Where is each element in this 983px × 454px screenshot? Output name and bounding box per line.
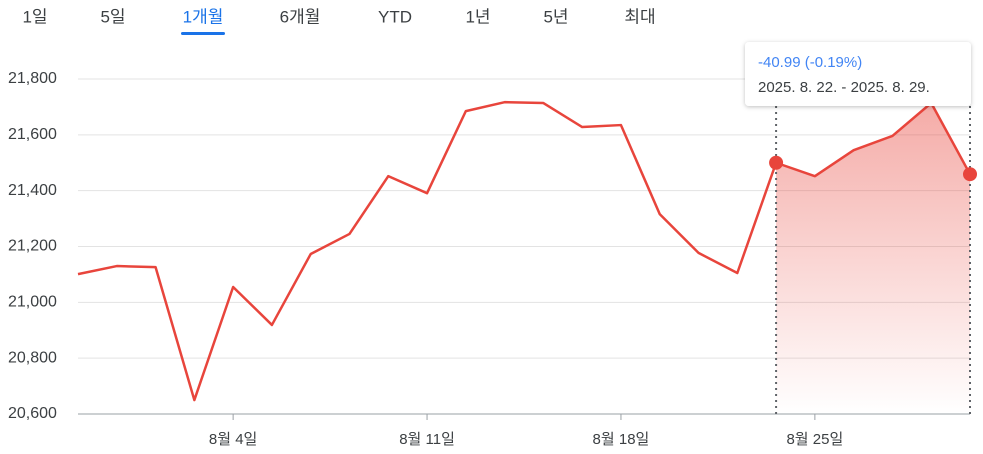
y-tick-label: 20,800	[8, 349, 57, 366]
tooltip-box	[745, 42, 971, 106]
selection-point	[963, 167, 977, 182]
range-tab[interactable]: 1년	[465, 7, 490, 26]
y-tick-label: 21,000	[8, 294, 57, 311]
price-line	[77, 100, 972, 402]
range-tab[interactable]: 1개월	[183, 7, 224, 26]
range-tab[interactable]: 5일	[100, 7, 125, 26]
x-tick-label: 8월 25일	[786, 431, 843, 448]
x-tick-label: 8월 11일	[399, 431, 455, 448]
y-tick-label: 21,600	[8, 126, 57, 143]
range-tab[interactable]: YTD	[378, 7, 412, 26]
tooltip-change: -40.99 (-0.19%)	[758, 54, 862, 71]
range-tab[interactable]: 1일	[22, 7, 47, 26]
x-tick-label: 8월 4일	[209, 431, 257, 448]
y-tick-label: 21,400	[8, 182, 57, 199]
y-tick-label: 20,600	[8, 405, 57, 422]
tab-underline	[181, 32, 225, 35]
y-tick-label: 21,800	[8, 70, 57, 87]
range-tab[interactable]: 5년	[543, 7, 568, 26]
range-tab[interactable]: 6개월	[280, 7, 321, 26]
tooltip-range: 2025. 8. 22. - 2025. 8. 29.	[758, 79, 930, 96]
y-tick-label: 21,200	[8, 238, 57, 255]
highlight-area	[776, 103, 970, 414]
selection-point	[769, 155, 784, 170]
range-tab[interactable]: 최대	[624, 7, 655, 26]
x-tick-label: 8월 18일	[593, 431, 650, 448]
